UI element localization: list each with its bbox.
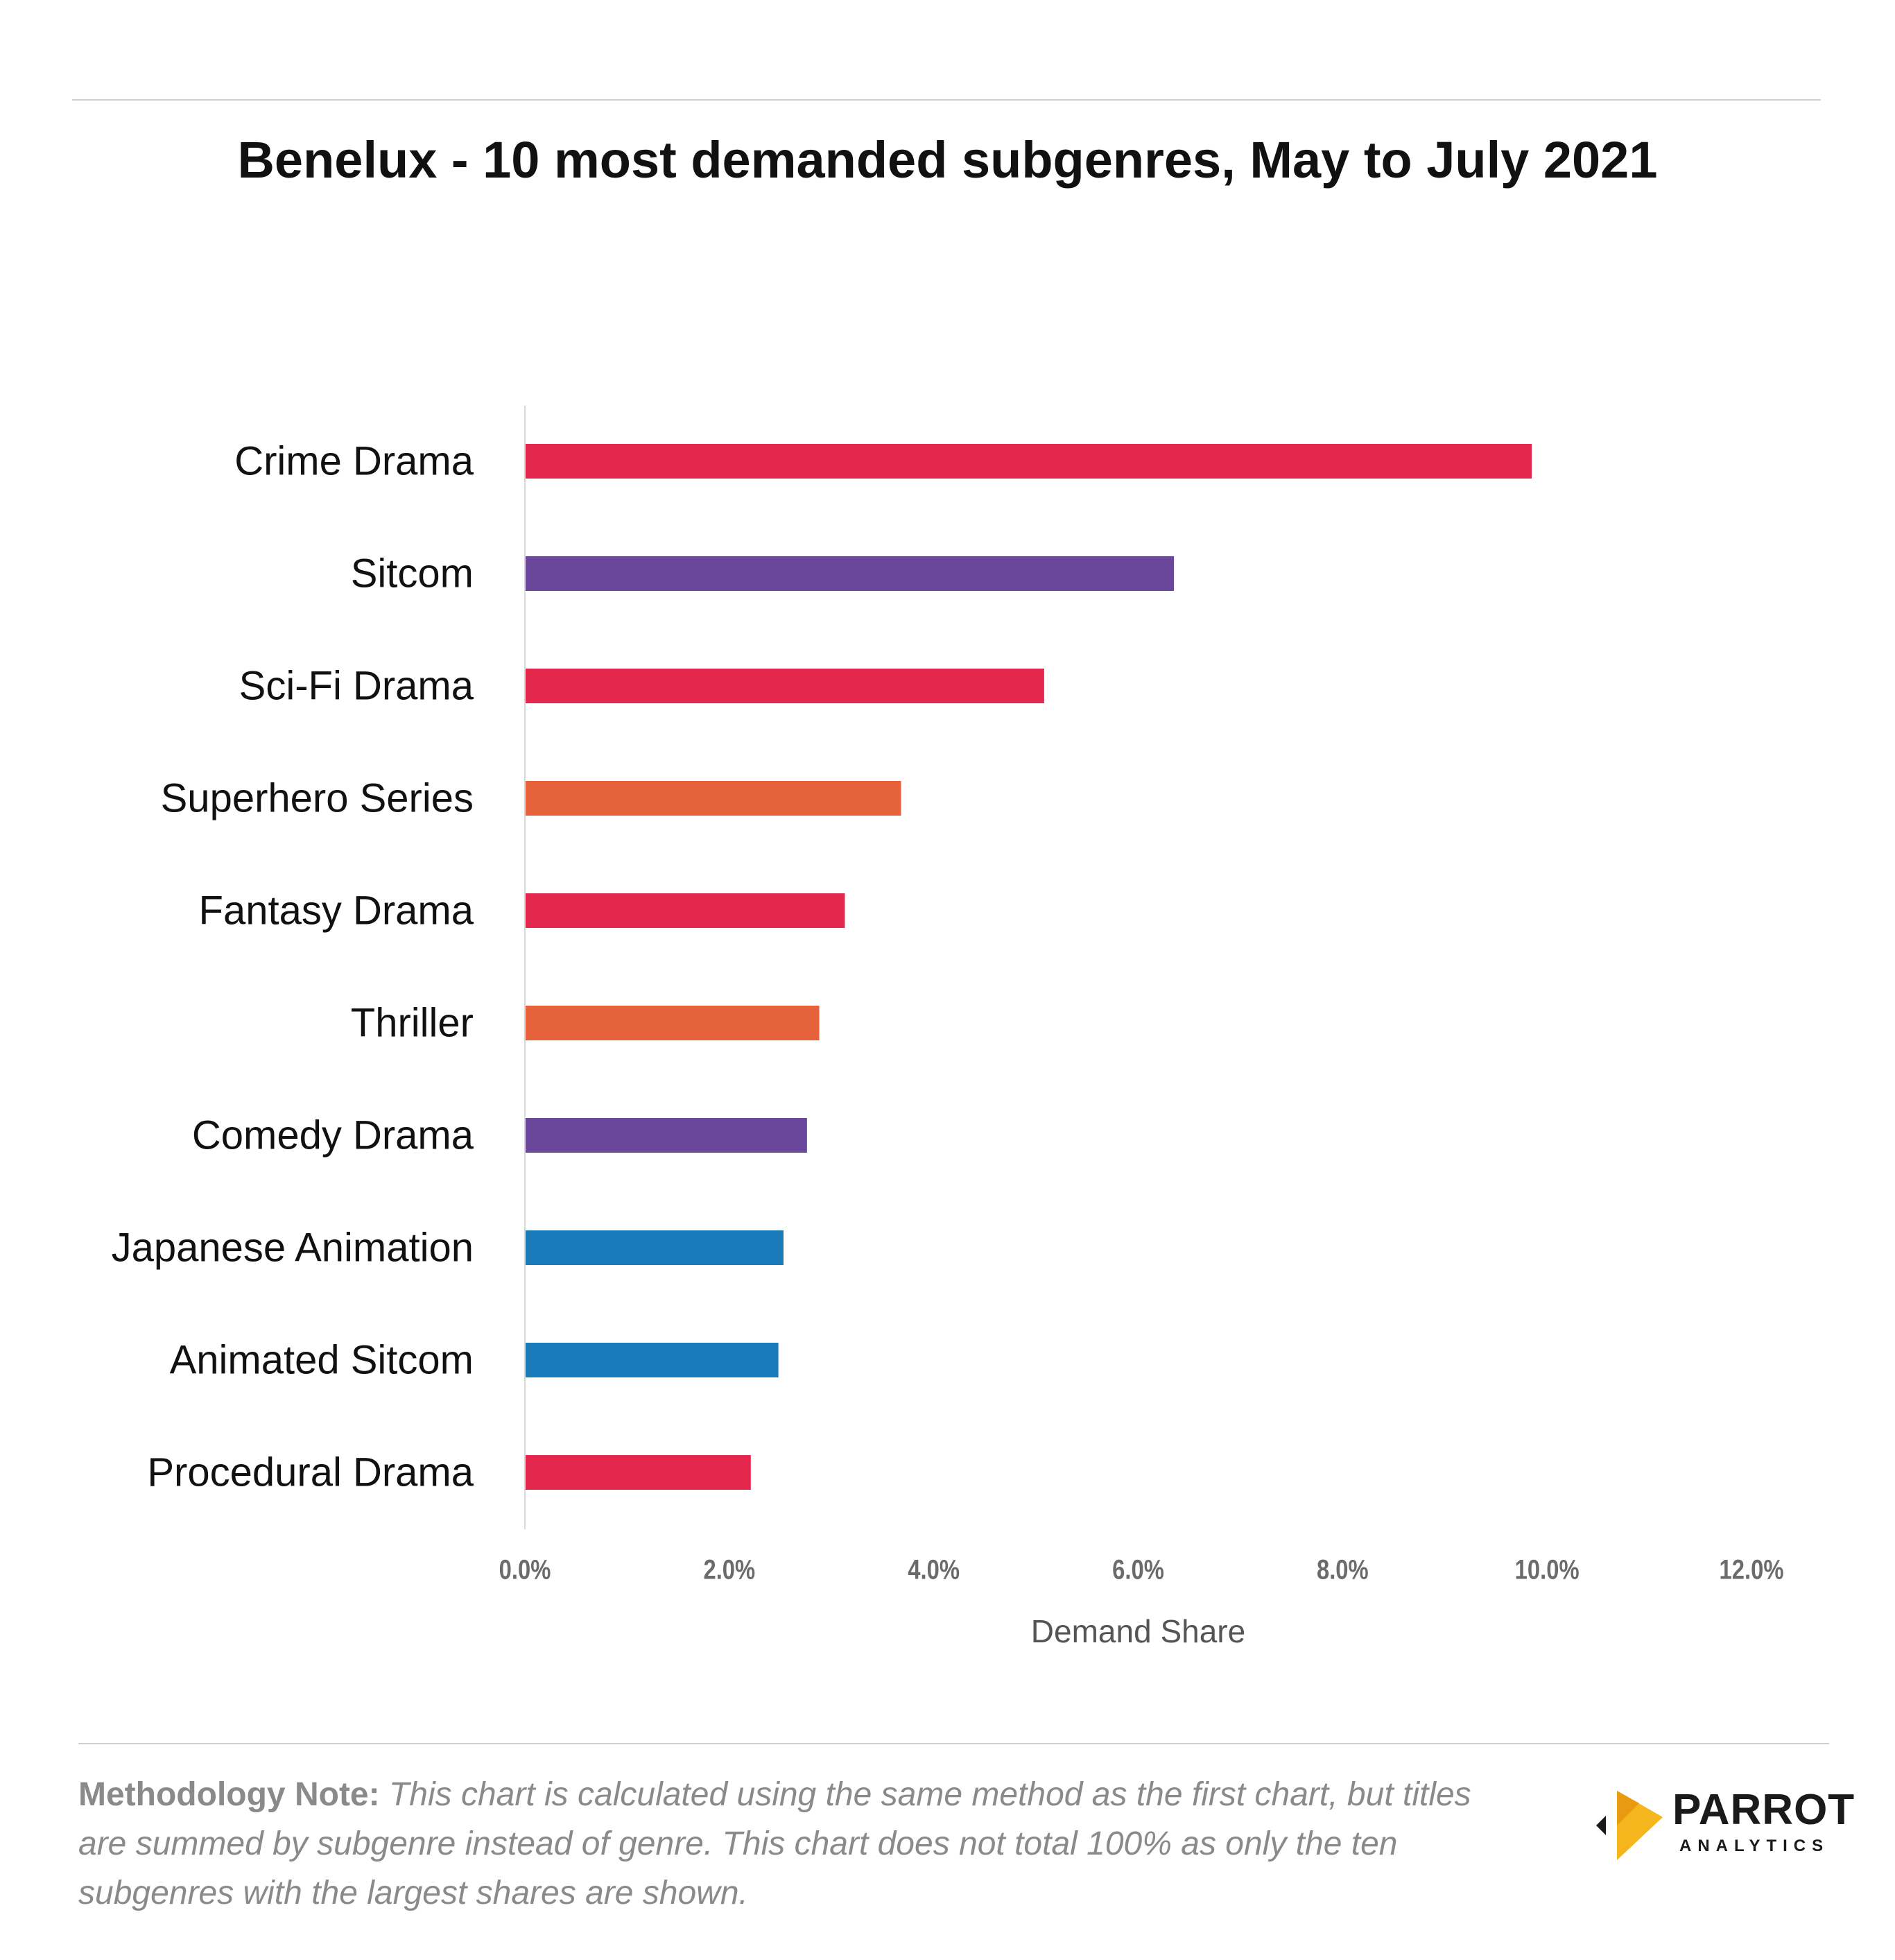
category-label: Sci-Fi Drama [239, 664, 474, 709]
chart-title: Benelux - 10 most demanded subgenres, Ma… [237, 131, 1658, 189]
x-tick-label: 4.0% [908, 1554, 960, 1585]
bar-sitcom [525, 556, 1175, 591]
bar-sci-fi-drama [525, 669, 1044, 703]
bar-thriller [525, 1006, 820, 1040]
bottom-divider [78, 1743, 1829, 1744]
bar-procedural-drama [525, 1455, 751, 1490]
category-label: Procedural Drama [147, 1450, 474, 1495]
parrot-analytics-logo: PARROT ANALYTICS [1588, 1782, 1854, 1866]
x-tick-label: 12.0% [1720, 1554, 1784, 1585]
bar-fantasy-drama [525, 893, 845, 928]
category-label: Crime Drama [234, 439, 474, 484]
top-divider [72, 99, 1821, 101]
logo-wordmark: PARROT [1672, 1786, 1855, 1834]
category-labels: Crime Drama Sitcom Sci-Fi Drama Superhero S… [112, 439, 474, 1495]
bar-crime-drama [525, 444, 1532, 479]
parrot-logo-icon [1596, 1791, 1663, 1860]
bar-japanese-animation [525, 1230, 784, 1265]
x-tick-label: 2.0% [703, 1554, 755, 1585]
bar-animated-sitcom [525, 1343, 779, 1377]
methodology-note-text: This chart is calculated using the same … [78, 1776, 1471, 1911]
x-tick-label: 0.0% [499, 1554, 551, 1585]
x-tick-label: 8.0% [1317, 1554, 1369, 1585]
category-label: Thriller [351, 1001, 474, 1046]
x-axis-title: Demand Share [1031, 1613, 1245, 1649]
category-label: Sitcom [351, 551, 474, 596]
bar-comedy-drama [525, 1118, 807, 1153]
logo-subtitle: ANALYTICS [1679, 1837, 1830, 1855]
category-label: Japanese Animation [112, 1226, 474, 1271]
x-tick-label: 10.0% [1515, 1554, 1580, 1585]
x-tick-label: 6.0% [1112, 1554, 1164, 1585]
bars-layer [525, 444, 1532, 1490]
x-axis-ticks: 0.0% 2.0% 4.0% 6.0% 8.0% 10.0% 12.0% [499, 1554, 1784, 1585]
category-label: Animated Sitcom [170, 1338, 474, 1383]
category-label: Fantasy Drama [199, 888, 474, 934]
bar-superhero-series [525, 781, 901, 816]
category-label: Comedy Drama [192, 1113, 474, 1158]
methodology-note-label: Methodology Note: [78, 1776, 380, 1813]
methodology-note: Methodology Note: This chart is calculat… [78, 1770, 1521, 1918]
category-label: Superhero Series [161, 776, 474, 821]
